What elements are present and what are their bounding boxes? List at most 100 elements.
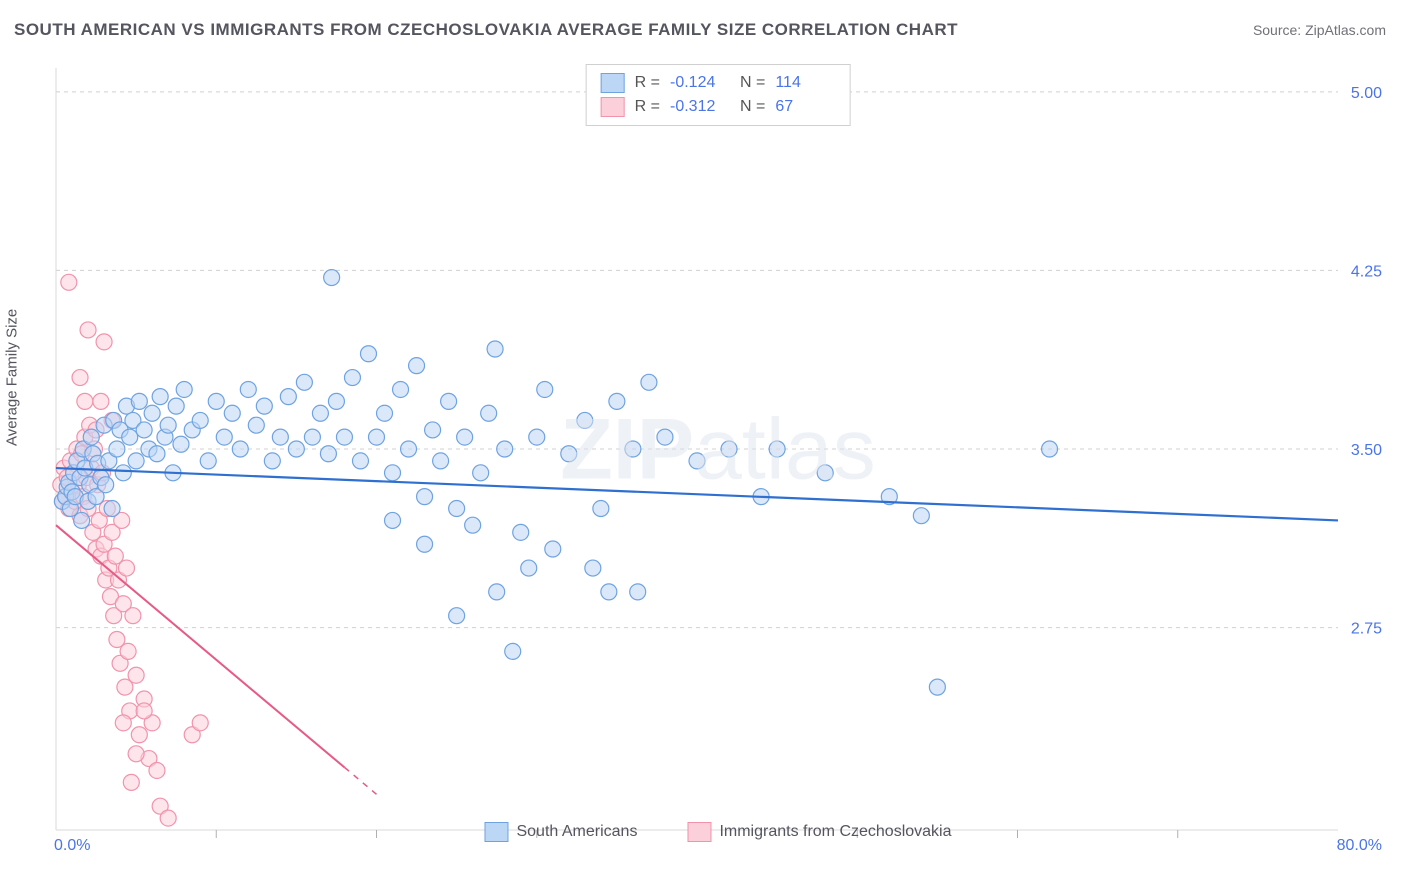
stats-legend-box: R =-0.124N =114R =-0.312N =67	[586, 64, 851, 126]
data-point	[449, 608, 465, 624]
data-point	[136, 703, 152, 719]
data-point	[929, 679, 945, 695]
data-point	[119, 560, 135, 576]
data-point	[149, 446, 165, 462]
data-point	[641, 374, 657, 390]
data-point	[487, 341, 503, 357]
data-point	[769, 441, 785, 457]
stats-row: R =-0.124N =114	[601, 71, 836, 95]
data-point	[77, 393, 93, 409]
svg-text:0.0%: 0.0%	[54, 837, 90, 850]
data-point	[248, 417, 264, 433]
data-point	[481, 405, 497, 421]
data-point	[136, 422, 152, 438]
svg-text:80.0%: 80.0%	[1337, 837, 1382, 850]
data-point	[352, 453, 368, 469]
data-point	[200, 453, 216, 469]
data-point	[125, 608, 141, 624]
data-point	[377, 405, 393, 421]
data-point	[630, 584, 646, 600]
series-swatch	[484, 822, 508, 842]
source-link[interactable]: ZipAtlas.com	[1305, 22, 1386, 38]
data-point	[149, 762, 165, 778]
chart-container: SOUTH AMERICAN VS IMMIGRANTS FROM CZECHO…	[0, 0, 1406, 892]
data-point	[465, 517, 481, 533]
data-point	[152, 389, 168, 405]
data-point	[545, 541, 561, 557]
data-point	[657, 429, 673, 445]
data-point	[489, 584, 505, 600]
data-point	[721, 441, 737, 457]
data-point	[385, 512, 401, 528]
data-point	[505, 643, 521, 659]
data-point	[441, 393, 457, 409]
source-label: Source: ZipAtlas.com	[1253, 22, 1386, 38]
data-point	[1042, 441, 1058, 457]
svg-text:4.25: 4.25	[1351, 263, 1382, 280]
plot-area: ZIPatlas 2.753.504.255.000.0%80.0% R =-0…	[48, 60, 1388, 850]
data-point	[561, 446, 577, 462]
data-point	[344, 370, 360, 386]
data-point	[120, 643, 136, 659]
data-point	[144, 405, 160, 421]
data-point	[61, 274, 77, 290]
data-point	[192, 715, 208, 731]
data-point	[320, 446, 336, 462]
data-point	[83, 429, 99, 445]
data-point	[240, 381, 256, 397]
data-point	[513, 524, 529, 540]
data-point	[74, 512, 90, 528]
bottom-legend: South AmericansImmigrants from Czechoslo…	[484, 822, 951, 842]
data-point	[457, 429, 473, 445]
data-point	[401, 441, 417, 457]
data-point	[296, 374, 312, 390]
data-point	[264, 453, 280, 469]
data-point	[104, 501, 120, 517]
data-point	[160, 417, 176, 433]
data-point	[128, 453, 144, 469]
data-point	[131, 393, 147, 409]
data-point	[537, 381, 553, 397]
data-point	[224, 405, 240, 421]
data-point	[593, 501, 609, 517]
legend-label: South Americans	[516, 823, 637, 841]
data-point	[312, 405, 328, 421]
data-point	[577, 412, 593, 428]
data-point	[168, 398, 184, 414]
data-point	[208, 393, 224, 409]
data-point	[497, 441, 513, 457]
data-point	[585, 560, 601, 576]
data-point	[336, 429, 352, 445]
svg-text:3.50: 3.50	[1351, 442, 1382, 459]
data-point	[625, 441, 641, 457]
data-point	[393, 381, 409, 397]
data-point	[449, 501, 465, 517]
data-point	[128, 667, 144, 683]
data-point	[280, 389, 296, 405]
svg-text:5.00: 5.00	[1351, 85, 1382, 102]
data-point	[115, 465, 131, 481]
data-point	[232, 441, 248, 457]
data-point	[80, 322, 96, 338]
svg-text:2.75: 2.75	[1351, 621, 1382, 638]
data-point	[131, 727, 147, 743]
data-point	[93, 393, 109, 409]
legend-item: South Americans	[484, 822, 637, 842]
data-point	[216, 429, 232, 445]
data-point	[417, 489, 433, 505]
data-point	[272, 429, 288, 445]
stats-row: R =-0.312N =67	[601, 95, 836, 119]
data-point	[256, 398, 272, 414]
data-point	[304, 429, 320, 445]
data-point	[128, 746, 144, 762]
data-point	[425, 422, 441, 438]
data-point	[98, 477, 114, 493]
data-point	[123, 774, 139, 790]
data-point	[328, 393, 344, 409]
data-point	[192, 412, 208, 428]
data-point	[473, 465, 489, 481]
data-point	[173, 436, 189, 452]
data-point	[417, 536, 433, 552]
series-swatch	[601, 73, 625, 93]
data-point	[360, 346, 376, 362]
